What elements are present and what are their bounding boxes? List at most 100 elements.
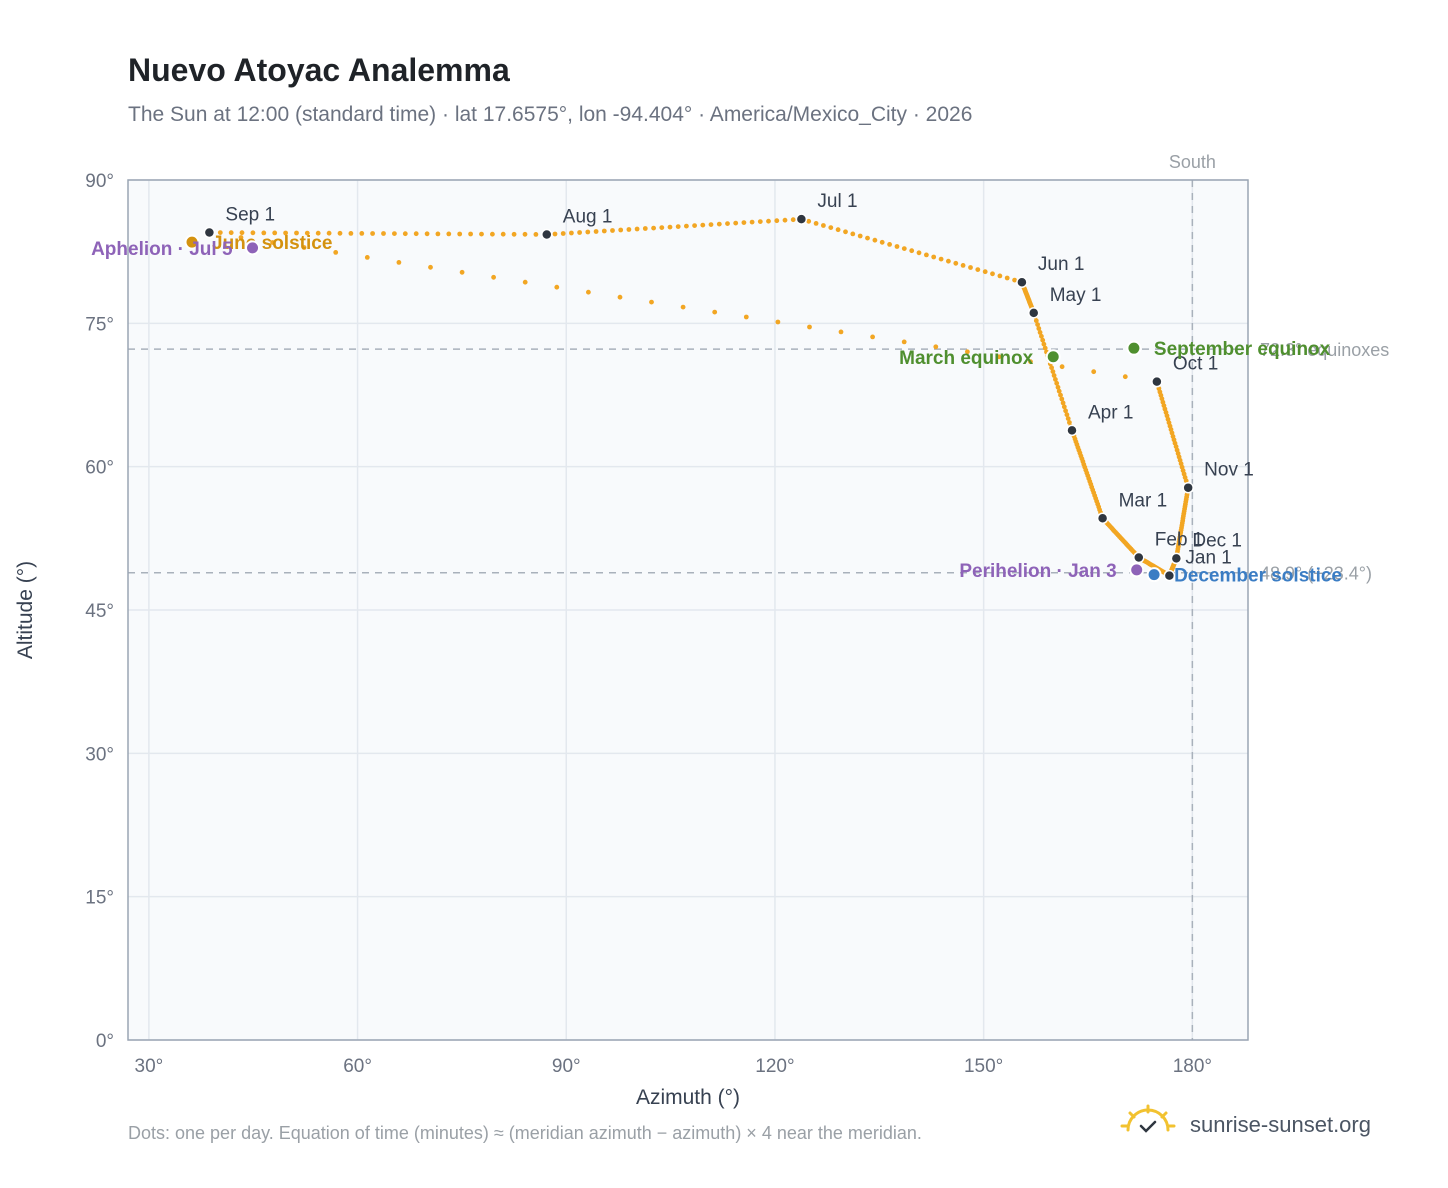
day-dot <box>457 231 463 237</box>
day-dot <box>1004 275 1010 281</box>
day-dot <box>424 231 430 237</box>
day-dot <box>618 227 624 233</box>
day-dot <box>807 324 812 330</box>
day-dot <box>217 230 223 236</box>
day-dot <box>870 334 875 340</box>
day-dot <box>938 256 944 262</box>
month-label: Oct 1 <box>1173 354 1218 375</box>
day-dot <box>359 231 365 236</box>
day-dot <box>725 221 730 227</box>
day-dot <box>1061 404 1067 410</box>
day-dot <box>1063 408 1068 414</box>
chart-title: Nuevo Atoyac Analemma <box>128 52 510 88</box>
chart-footnote: Dots: one per day. Equation of time (min… <box>128 1123 922 1143</box>
day-dot <box>333 250 339 255</box>
day-dot <box>692 223 697 229</box>
x-tick-label: 60° <box>343 1056 372 1077</box>
day-dot <box>1040 337 1046 343</box>
day-dot <box>522 279 528 285</box>
month-label: Dec 1 <box>1192 530 1242 551</box>
day-dot <box>684 223 689 229</box>
day-dot <box>428 264 433 270</box>
day-dot <box>490 231 495 237</box>
month-marker <box>1133 551 1145 564</box>
day-dot <box>659 225 665 231</box>
day-dot <box>857 233 863 239</box>
day-dot <box>997 273 1003 279</box>
day-dot <box>402 231 408 237</box>
day-dot <box>446 231 452 237</box>
day-dot <box>946 258 951 264</box>
x-tick-label: 180° <box>1173 1056 1212 1077</box>
day-dot <box>304 230 310 236</box>
day-dot <box>617 294 623 300</box>
day-dot <box>1051 373 1057 378</box>
y-tick-label: 75° <box>85 314 114 335</box>
day-dot <box>782 217 788 223</box>
month-label: May 1 <box>1050 285 1102 306</box>
day-dot <box>601 228 607 234</box>
day-dot <box>733 220 739 226</box>
month-label: Feb 1 <box>1155 529 1204 550</box>
day-dot <box>1067 420 1072 425</box>
day-dot <box>708 222 714 228</box>
day-dot <box>642 226 648 231</box>
day-dot <box>479 231 484 237</box>
event-marker <box>184 234 200 250</box>
day-dot <box>716 221 722 227</box>
day-dot <box>533 232 539 237</box>
day-dot <box>1042 345 1048 351</box>
y-tick-label: 60° <box>85 458 114 479</box>
day-dot <box>872 237 878 243</box>
y-tick-label: 15° <box>85 888 114 909</box>
reference-label: 48.9° (+23.4°) <box>1260 564 1372 584</box>
day-dot <box>626 227 632 232</box>
day-dot <box>901 246 907 252</box>
day-dot <box>1035 322 1040 327</box>
day-dot <box>1056 388 1062 394</box>
month-marker <box>203 226 216 239</box>
day-dot <box>743 314 749 320</box>
day-dot <box>1065 416 1071 421</box>
day-dot <box>712 309 718 315</box>
event-marker <box>1129 562 1145 578</box>
day-dot <box>700 222 706 228</box>
day-dot <box>909 248 915 254</box>
day-dot <box>894 244 900 249</box>
day-dot <box>348 231 354 236</box>
day-dot <box>554 284 560 290</box>
month-marker <box>1066 424 1078 437</box>
day-dot <box>1049 365 1054 371</box>
month-label: Jan 1 <box>1185 548 1231 569</box>
day-dot <box>680 304 686 310</box>
day-dot <box>283 230 288 236</box>
event-label: June solstice <box>212 233 332 254</box>
day-dot <box>766 218 771 224</box>
day-dot <box>887 242 892 247</box>
day-dot <box>585 229 591 235</box>
y-tick-label: 0° <box>96 1031 114 1052</box>
day-dot <box>270 240 275 245</box>
day-dot <box>838 329 844 335</box>
x-tick-label: 90° <box>552 1056 581 1077</box>
day-dot <box>392 231 397 237</box>
day-dot <box>1012 277 1017 283</box>
south-label: South <box>1169 152 1216 172</box>
month-marker <box>541 228 553 241</box>
day-dot <box>294 230 299 236</box>
day-dot <box>651 225 656 231</box>
day-dot <box>228 230 234 236</box>
day-dot <box>749 219 755 225</box>
month-marker <box>1182 481 1194 494</box>
day-dot <box>879 239 885 245</box>
day-dot <box>1041 341 1047 347</box>
day-dot <box>933 344 939 350</box>
day-dot <box>364 255 370 260</box>
day-dot <box>413 231 419 237</box>
sun-logo-icon <box>1120 1104 1176 1133</box>
month-marker <box>1170 552 1183 565</box>
month-marker <box>1027 307 1040 319</box>
event-label: March equinox <box>899 348 1034 369</box>
day-dot <box>315 230 321 236</box>
day-dot <box>953 260 959 266</box>
